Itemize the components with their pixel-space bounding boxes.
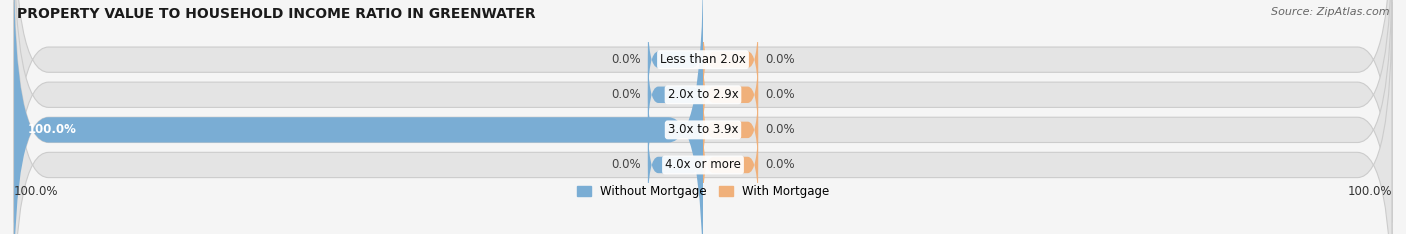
FancyBboxPatch shape xyxy=(703,50,758,139)
Text: 4.0x or more: 4.0x or more xyxy=(665,158,741,172)
FancyBboxPatch shape xyxy=(14,0,1392,234)
FancyBboxPatch shape xyxy=(703,15,758,104)
FancyBboxPatch shape xyxy=(14,0,703,234)
Text: 100.0%: 100.0% xyxy=(28,123,77,136)
Text: 0.0%: 0.0% xyxy=(765,158,794,172)
FancyBboxPatch shape xyxy=(648,50,703,139)
Legend: Without Mortgage, With Mortgage: Without Mortgage, With Mortgage xyxy=(574,182,832,202)
Text: 0.0%: 0.0% xyxy=(765,123,794,136)
Text: 100.0%: 100.0% xyxy=(1347,185,1392,198)
Text: 0.0%: 0.0% xyxy=(765,53,794,66)
Text: 0.0%: 0.0% xyxy=(612,53,641,66)
Text: PROPERTY VALUE TO HOUSEHOLD INCOME RATIO IN GREENWATER: PROPERTY VALUE TO HOUSEHOLD INCOME RATIO… xyxy=(17,7,536,21)
Text: Source: ZipAtlas.com: Source: ZipAtlas.com xyxy=(1271,7,1389,17)
FancyBboxPatch shape xyxy=(14,0,1392,234)
Text: 0.0%: 0.0% xyxy=(765,88,794,101)
FancyBboxPatch shape xyxy=(14,0,1392,223)
Text: 100.0%: 100.0% xyxy=(14,185,59,198)
FancyBboxPatch shape xyxy=(648,85,703,174)
FancyBboxPatch shape xyxy=(648,15,703,104)
FancyBboxPatch shape xyxy=(703,121,758,209)
FancyBboxPatch shape xyxy=(703,85,758,174)
Text: 3.0x to 3.9x: 3.0x to 3.9x xyxy=(668,123,738,136)
Text: 0.0%: 0.0% xyxy=(612,88,641,101)
Text: Less than 2.0x: Less than 2.0x xyxy=(659,53,747,66)
Text: 2.0x to 2.9x: 2.0x to 2.9x xyxy=(668,88,738,101)
FancyBboxPatch shape xyxy=(648,121,703,209)
Text: 0.0%: 0.0% xyxy=(612,158,641,172)
FancyBboxPatch shape xyxy=(14,2,1392,234)
